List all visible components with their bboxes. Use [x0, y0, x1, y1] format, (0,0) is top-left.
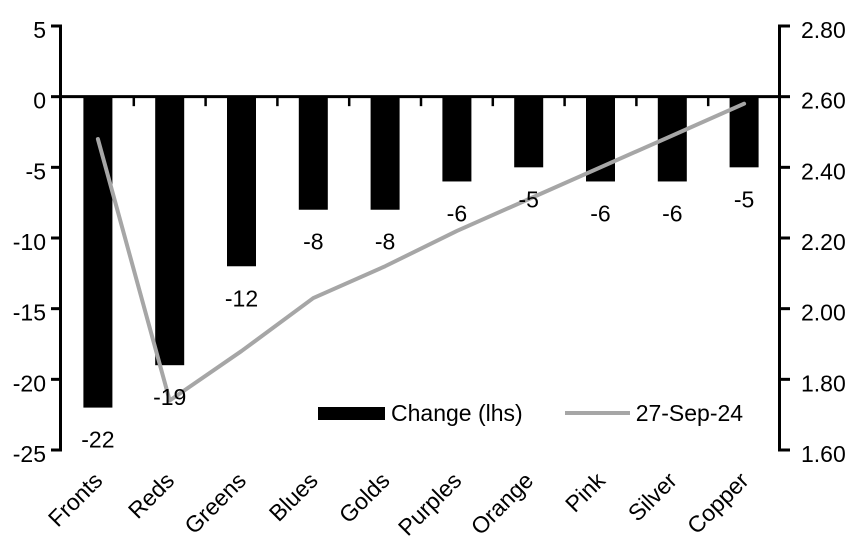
bar-value-label: -19	[153, 384, 186, 410]
category-label: Silver	[623, 467, 682, 526]
left-tick-label: -20	[13, 370, 46, 396]
bar	[514, 96, 544, 168]
right-tick-label: 2.00	[801, 300, 846, 326]
bar-value-label: -5	[734, 186, 754, 212]
right-tick-label: 1.60	[801, 441, 846, 467]
category-label: Copper	[682, 467, 754, 539]
left-tick-label: -15	[13, 300, 46, 326]
bar-value-label: -5	[518, 186, 538, 212]
legend: Change (lhs) 27-Sep-24	[318, 399, 743, 427]
series-line	[95, 101, 747, 403]
bar-value-label: -8	[303, 229, 323, 255]
category-label: Purples	[393, 467, 467, 541]
bar	[227, 96, 256, 267]
right-tick-label: 2.20	[801, 229, 846, 255]
bar	[83, 96, 113, 408]
category-label: Pink	[560, 467, 610, 517]
bar-swatch-icon	[318, 406, 385, 420]
left-tick-label: -25	[13, 441, 46, 467]
right-tick-label: 2.80	[801, 17, 846, 43]
left-tick-label: 0	[33, 88, 46, 114]
bar-value-label: -22	[81, 427, 114, 453]
left-tick-label: -10	[13, 229, 46, 255]
right-tick-label: 2.60	[801, 88, 846, 114]
bar	[442, 96, 472, 182]
category-label: Orange	[466, 467, 539, 540]
category-label: Fronts	[43, 467, 107, 531]
left-tick-label: 5	[33, 17, 46, 43]
bar-value-label: -6	[662, 200, 682, 226]
left-tick-label: -5	[26, 158, 46, 184]
bar	[155, 96, 185, 366]
bar-value-label: -6	[447, 200, 467, 226]
legend-item-line: 27-Sep-24	[564, 399, 744, 427]
bar	[298, 96, 328, 210]
category-label: Golds	[334, 467, 395, 528]
right-tick-label: 1.80	[801, 370, 846, 396]
legend-item-change: Change (lhs)	[318, 400, 523, 427]
bar-value-label: -8	[375, 229, 395, 255]
line-swatch-icon	[564, 411, 630, 415]
category-label: Greens	[179, 467, 251, 539]
category-label: Blues	[264, 467, 323, 526]
bar-value-label: -12	[225, 285, 258, 311]
right-tick-label: 2.40	[801, 158, 846, 184]
legend-label-change: Change (lhs)	[391, 399, 523, 426]
bar-value-label: -6	[590, 200, 610, 226]
bar	[370, 96, 400, 210]
category-label: Reds	[123, 467, 179, 523]
legend-label-date: 27-Sep-24	[635, 399, 744, 426]
